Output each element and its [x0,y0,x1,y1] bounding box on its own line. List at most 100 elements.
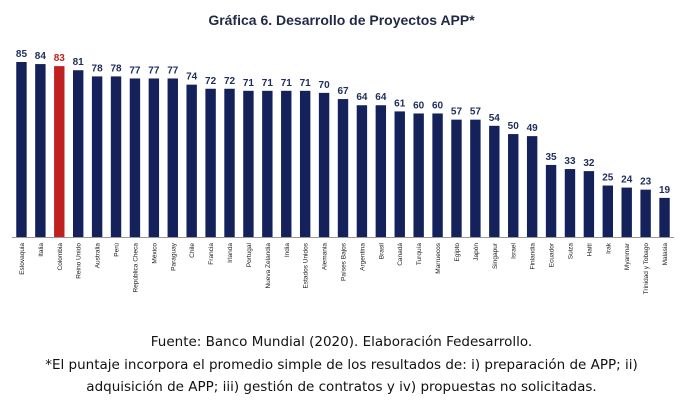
value-label-19: 64 [375,92,387,103]
value-label-7: 77 [148,65,160,76]
source-note: Fuente: Banco Mundial (2020). Elaboració… [150,334,533,350]
bar-31 [602,185,613,237]
value-label-32: 24 [621,175,633,186]
bar-13 [262,90,273,237]
value-label-31: 25 [602,173,614,184]
bar-33 [640,189,651,237]
category-label-4: Australia [95,243,102,269]
value-label-27: 49 [527,123,539,134]
bar-15 [299,90,311,237]
category-label-25: Singapur [492,242,499,269]
value-label-3: 81 [73,57,85,68]
value-label-5: 78 [110,63,122,74]
bar-30 [583,171,595,237]
category-label-3: Reino Unido [76,243,83,279]
category-label-17: Países Bajos [341,242,348,281]
value-label-24: 57 [470,107,482,118]
bar-6 [129,78,141,237]
value-label-12: 71 [243,78,255,89]
bar-5 [110,76,122,237]
value-label-9: 74 [186,72,198,83]
bar-17 [337,99,349,237]
category-label-9: Chile [189,243,196,258]
category-label-26: Israel [511,242,518,258]
bar-28 [545,164,557,237]
value-label-17: 67 [337,86,349,97]
category-label-27: Finlandia [530,243,537,270]
value-label-10: 72 [205,76,217,87]
value-label-20: 61 [394,98,406,109]
value-label-29: 33 [564,156,576,167]
chart-title: Gráfica 6. Desarrollo de Proyectos APP* [208,12,475,28]
category-label-11: Irlanda [227,243,234,263]
value-label-15: 71 [300,78,312,89]
category-label-22: Marruecos [435,242,442,273]
value-label-4: 78 [92,63,104,74]
bar-34 [659,197,670,237]
category-label-20: Canadá [397,243,404,266]
bar-0 [16,62,27,237]
category-label-24: Japón [473,243,480,261]
bar-21 [413,113,424,237]
category-label-1: Italia [38,243,45,257]
category-label-14: India [284,243,291,257]
bar-chart: 85 Eslovaquia 84 Italia 83 Colombia 81 Reino Un… [12,49,674,295]
bar-26 [508,134,519,237]
value-label-8: 77 [167,65,179,76]
category-label-5: Perú [114,243,121,257]
bar-25 [489,125,500,237]
bar-1 [35,64,46,237]
category-label-28: Ecuador [549,242,556,267]
category-label-2: Colombia [57,243,64,271]
category-label-6: República Checa [132,243,139,293]
bar-10 [205,88,216,237]
category-label-31: Irak [605,242,612,254]
bar-3 [73,70,84,238]
category-label-12: Portugal [246,242,253,267]
value-label-2: 83 [54,53,66,64]
bar-24 [470,119,481,237]
value-label-16: 70 [319,80,331,91]
category-label-33: Trinidad y Tobago [643,243,650,295]
category-label-15: Estados Unidos [303,242,310,288]
category-label-29: Suiza [567,243,574,260]
value-label-6: 77 [129,65,141,76]
bar-22 [432,113,443,237]
bar-20 [394,111,405,237]
category-label-16: Alemania [322,243,329,270]
value-label-18: 64 [356,92,368,103]
category-label-0: Eslovaquia [19,243,26,275]
value-label-22: 60 [432,100,444,111]
category-label-21: Turquía [416,243,423,266]
bar-14 [281,90,292,237]
bar-19 [375,105,387,238]
bar-8 [167,78,178,237]
value-label-11: 72 [224,76,236,87]
category-label-10: Francia [208,243,215,265]
value-label-33: 23 [640,177,652,188]
bar-18 [356,105,368,238]
value-label-30: 32 [583,158,595,169]
value-label-0: 85 [16,49,28,60]
bar-16 [318,92,330,237]
category-label-23: Egipto [454,243,461,262]
value-label-21: 60 [413,100,425,111]
category-label-7: México [151,243,158,264]
footnote-line-2: adquisición de APP; iii) gestión de cont… [86,379,597,395]
category-label-30: Haití [586,243,593,257]
value-label-28: 35 [545,152,557,163]
value-label-25: 54 [489,113,501,124]
bar-29 [564,169,576,237]
bar-9 [186,84,197,238]
category-label-34: Malasia [662,243,669,266]
category-label-19: Brasil [378,242,385,259]
value-label-34: 19 [659,185,671,196]
value-label-26: 50 [508,121,520,132]
bar-12 [243,90,254,237]
value-label-1: 84 [35,51,47,62]
value-label-13: 71 [262,78,274,89]
bar-32 [621,187,632,237]
bar-23 [451,119,462,237]
category-label-32: Myanmar [624,242,631,270]
bar-7 [148,78,160,237]
